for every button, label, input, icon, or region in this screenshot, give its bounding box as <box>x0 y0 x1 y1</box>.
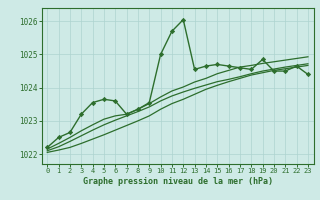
X-axis label: Graphe pression niveau de la mer (hPa): Graphe pression niveau de la mer (hPa) <box>83 177 273 186</box>
